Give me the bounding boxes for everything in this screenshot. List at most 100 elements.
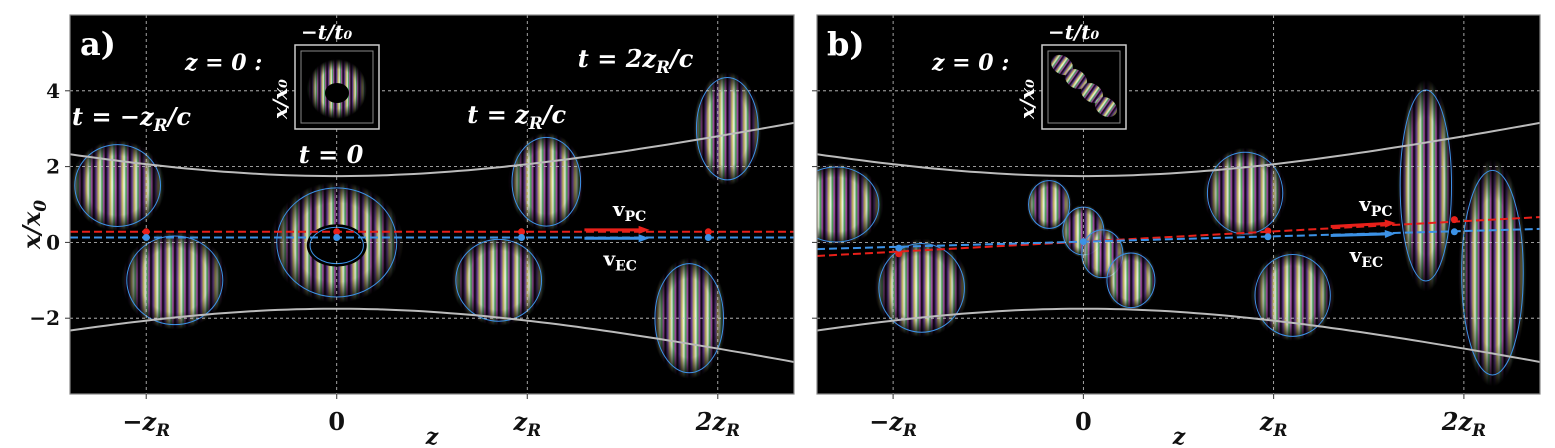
beam-envelope-upper [70,121,794,178]
ec-point [1264,233,1272,241]
x-axis-label: z [1172,424,1186,448]
x-axis-label: z [425,424,439,448]
plot-area: vPC vEC [817,15,1540,394]
pulse-lobe [70,140,166,232]
pc-arrowhead [1384,219,1396,228]
axes-frame [816,14,1541,395]
v-pc-label: vPC [1358,192,1392,220]
intensity-contour [1206,151,1284,235]
pulse-lobe [1203,147,1287,239]
inset-ylabel: x/x₀ [268,79,292,120]
pulse-lobe [1397,79,1455,292]
panel-letter: b) [827,25,865,63]
ec-point [895,244,903,252]
intensity-contour [1106,252,1156,309]
inset-title: z = 0 : [184,50,262,76]
pc-arrowhead [638,225,650,234]
pc-arrow [1330,221,1388,228]
x-tick-label: zR [512,407,541,440]
v-ec-label: vEC [602,246,636,274]
pulse-lobe [817,162,884,247]
pulse-2 [451,132,585,326]
intensity-contour [511,136,582,227]
v-ec-label: vEC [1349,243,1383,271]
pulse-lobe [693,71,762,186]
pulse-3 [1397,79,1527,387]
y-tick-label: −2 [29,306,60,330]
y-tick-label: 0 [46,230,60,254]
pulse-lobe [1026,177,1072,232]
axes-frame [69,14,795,395]
inset-ylabel: x/x₀ [1015,79,1039,120]
pc-point [1264,227,1272,235]
ec-point [1079,238,1087,246]
inset-title: z = 0 : [931,50,1009,76]
time-label: t = zR/c [467,100,566,133]
grid [817,15,1540,394]
intensity-contour [878,243,965,333]
x-tick-label: zR [1259,407,1288,440]
pulse-lobe [508,132,585,232]
inset-pattern [307,59,367,119]
pulse-2 [1203,147,1335,341]
inset-xlabel: −t/t₀ [301,20,353,44]
intensity-contour [455,238,543,322]
y-tick-label: 4 [46,79,60,103]
panel-a: vPC vEC a) z = 0 : −t/t₀ x/x₀ t = −zR/c t = 0 t … [17,14,795,448]
pulse-lobe [1104,249,1158,311]
pulse-lobe [121,231,229,330]
intensity-contour [1461,169,1524,376]
ec-line [817,227,1540,251]
intensity-contour [1254,254,1331,337]
intensity-contour [1028,180,1071,229]
ec-arrow [1330,232,1388,238]
v-pc-label: vPC [612,197,646,225]
ec-point [142,233,150,241]
tick-labels: −zR 0 zR 2zR [812,90,1486,440]
pc-point [142,228,150,236]
grid [70,15,794,394]
pulse-lobe [874,238,970,338]
time-label: t = 0 [299,140,364,169]
pc-point [1450,216,1458,224]
ec-point [704,233,712,241]
pulse-lobe [451,234,547,326]
x-tick-label: −zR [869,407,917,440]
inset-pattern [1050,54,1118,118]
tick-labels: −zR 0 zR 2zR −2 0 2 4 [29,79,740,440]
beam-envelope-lower [70,307,794,363]
panel-letter: a) [80,25,116,63]
beam-envelope-upper [817,121,1540,178]
inset-inner-frame [300,50,374,124]
ec-arrowhead [638,234,650,243]
pc-point [895,250,903,258]
intensity-contour [74,144,161,227]
x-tick-label: 0 [1075,407,1092,436]
pc-point [333,228,341,236]
x-tick-label: −zR [122,407,170,440]
x-tick-label: 2zR [1441,407,1486,440]
ec-point [1450,228,1458,236]
ec-point [333,233,341,241]
inset [294,44,380,130]
x-tick-label: 0 [328,407,345,436]
inset [1041,44,1127,130]
pulse-lobe [1250,249,1335,341]
pc-point [704,228,712,236]
pulse-lobe [1458,159,1527,387]
time-label: t = 2zR/c [578,44,694,77]
inset-inner-frame [1047,50,1121,124]
pc-point [518,228,526,236]
ec-arrowhead [1384,229,1396,239]
beam-envelope-lower [817,307,1540,363]
pulse-0 [817,162,970,338]
x-tick-label: 2zR [695,407,740,440]
plot-area: vPC vEC [70,15,794,394]
ec-point [518,233,526,241]
inset-xlabel: −t/t₀ [1048,20,1100,44]
intensity-contour [1399,89,1453,282]
panel-b: vPC vEC b) z = 0 : −t/t₀ x/x₀ −zR 0 zR 2zR z [812,14,1541,448]
intensity-contour [126,235,224,326]
y-axis-label: x/x0 [17,200,50,250]
